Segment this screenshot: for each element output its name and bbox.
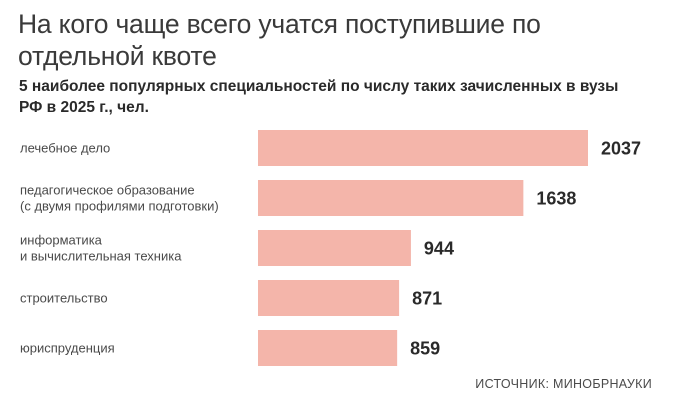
bar-3 [258,230,411,266]
bar-2 [258,180,524,216]
category-label-3-line-2: и вычислительная техника [20,249,182,264]
chart-title: На кого чаще всего учатся поступившие по… [18,9,541,71]
bar-5 [258,330,398,366]
chart-subtitle: 5 наиболее популярных специальностей по … [19,78,619,116]
category-label-5: юриспруденция [20,341,115,356]
category-label-2-line-1: педагогическое образование [20,183,195,198]
category-label-4: строительство [20,291,108,306]
value-label-4: 871 [412,289,442,309]
category-label-1: лечебное дело [20,141,110,156]
value-label-5: 859 [410,339,440,359]
value-label-3: 944 [424,239,454,259]
bar-4 [258,280,400,316]
value-label-2: 1638 [536,189,576,209]
bar-1 [258,130,588,166]
value-label-1: 2037 [601,139,641,159]
category-label-3-line-1: информатика [20,233,103,248]
category-label-2-line-2: (с двумя профилями подготовки) [20,199,219,214]
source-note: ИСТОЧНИК: МИНОБРНАУКИ [475,377,652,391]
